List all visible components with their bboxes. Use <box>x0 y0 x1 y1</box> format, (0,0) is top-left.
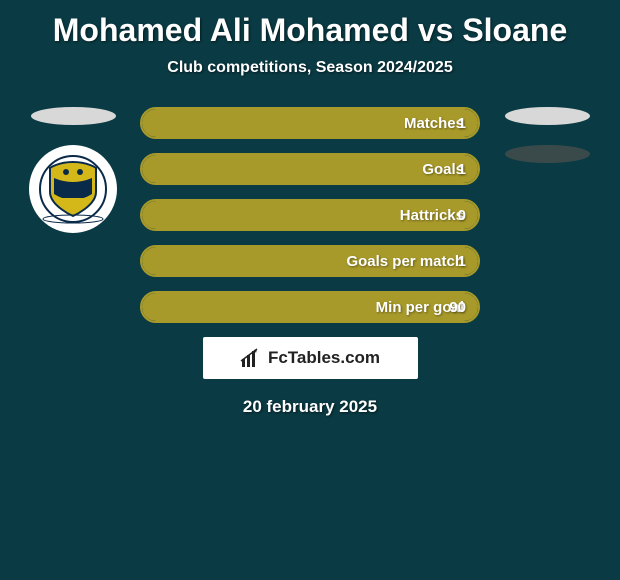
club-crest-icon <box>38 154 108 224</box>
stat-row: Goals1 <box>140 153 480 185</box>
stat-row: Goals per match1 <box>140 245 480 277</box>
stat-row: Matches1 <box>140 107 480 139</box>
stat-value: 90 <box>449 293 466 321</box>
stat-row: Min per goal90 <box>140 291 480 323</box>
logo-text: FcTables.com <box>268 348 380 368</box>
stat-value: 0 <box>458 201 466 229</box>
date-text: 20 february 2025 <box>0 397 620 417</box>
content-area: Matches1Goals1Hattricks0Goals per match1… <box>0 107 620 417</box>
player-left-crest <box>29 145 117 233</box>
stat-value: 1 <box>458 109 466 137</box>
stat-label: Goals per match <box>346 253 464 270</box>
stat-fill: Min per goal <box>142 293 478 321</box>
stat-row: Hattricks0 <box>140 199 480 231</box>
stat-label: Matches <box>404 115 464 132</box>
player-left-flag-placeholder <box>31 107 116 125</box>
stat-fill: Hattricks <box>142 201 478 229</box>
player-right-crest-placeholder <box>505 145 590 163</box>
stat-value: 1 <box>458 247 466 275</box>
stat-value: 1 <box>458 155 466 183</box>
stat-fill: Matches <box>142 109 478 137</box>
right-column <box>492 107 602 183</box>
stat-fill: Goals <box>142 155 478 183</box>
bar-chart-icon <box>240 347 262 369</box>
left-column <box>18 107 128 233</box>
subtitle: Club competitions, Season 2024/2025 <box>0 59 620 77</box>
stats-list: Matches1Goals1Hattricks0Goals per match1… <box>140 107 480 323</box>
fctables-logo: FcTables.com <box>203 337 418 379</box>
page-title: Mohamed Ali Mohamed vs Sloane <box>0 0 620 49</box>
stat-label: Hattricks <box>400 207 464 224</box>
stat-fill: Goals per match <box>142 247 478 275</box>
player-right-flag-placeholder <box>505 107 590 125</box>
